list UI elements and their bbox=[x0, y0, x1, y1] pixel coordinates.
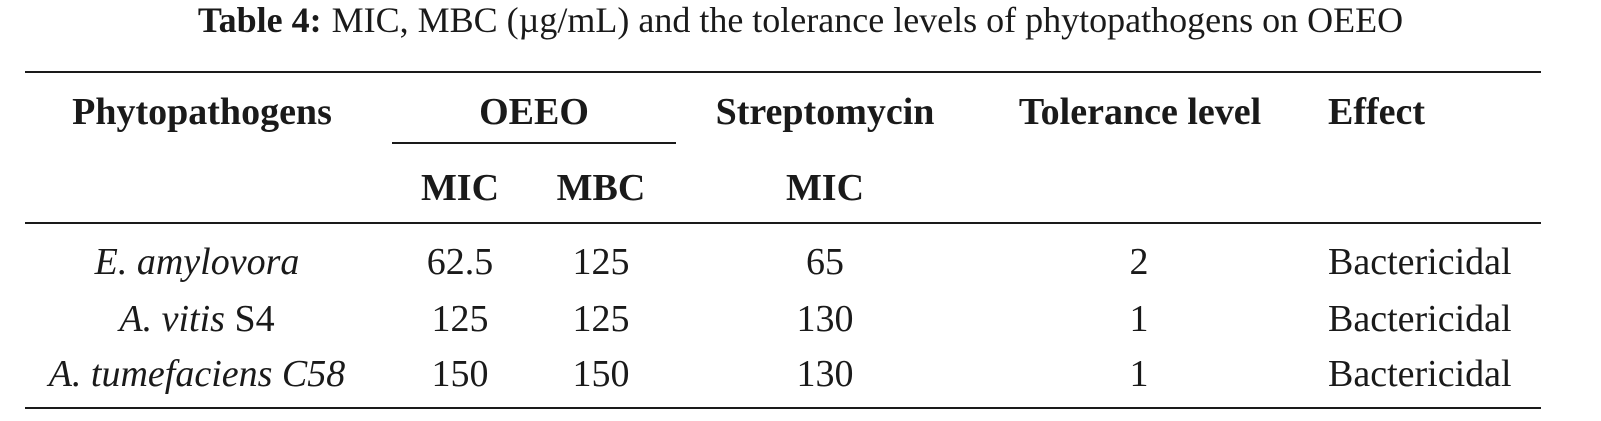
row-3-oeeo-mic: 150 bbox=[431, 353, 489, 395]
row-3-species: A. tumefaciens C58 bbox=[48, 353, 346, 395]
header-oeeo-mbc: MBC bbox=[556, 167, 646, 209]
row-3-phytopathogen: A. tumefaciens C58 bbox=[49, 352, 346, 396]
header-phytopathogens: Phytopathogens bbox=[72, 91, 332, 133]
row-2-oeeo-mic: 125 bbox=[431, 298, 489, 340]
row-2-effect: Bactericidal bbox=[1328, 298, 1512, 340]
table-bottom-rule bbox=[25, 407, 1541, 409]
row-2-tolerance-level: 1 bbox=[1129, 298, 1149, 340]
oeeo-group-rule bbox=[392, 142, 676, 144]
row-3-effect: Bactericidal bbox=[1328, 353, 1512, 395]
header-oeeo: OEEO bbox=[479, 91, 589, 133]
table-top-rule bbox=[25, 71, 1541, 73]
row-1-phytopathogen: E. amylovora bbox=[95, 240, 300, 284]
row-3-tolerance-level: 1 bbox=[1129, 353, 1149, 395]
row-1-effect: Bactericidal bbox=[1328, 241, 1512, 283]
row-2-phytopathogen: A. vitis S4 bbox=[119, 297, 274, 341]
table-caption: Table 4: MIC, MBC (µg/mL) and the toleran… bbox=[0, 0, 1601, 40]
row-2-streptomycin-mic: 130 bbox=[796, 298, 854, 340]
header-streptomycin: Streptomycin bbox=[715, 91, 935, 133]
header-tolerance-level: Tolerance level bbox=[1018, 91, 1262, 133]
header-effect: Effect bbox=[1328, 91, 1426, 133]
row-1-oeeo-mic: 62.5 bbox=[426, 241, 494, 283]
row-2-strain: S4 bbox=[224, 298, 275, 340]
table-caption-label: Table 4: bbox=[197, 0, 322, 40]
table-caption-text: MIC, MBC (µg/mL) and the tolerance level… bbox=[331, 0, 1404, 40]
row-3-streptomycin-mic: 130 bbox=[796, 353, 854, 395]
header-oeeo-mic: MIC bbox=[420, 167, 500, 209]
row-1-species: E. amylovora bbox=[94, 241, 300, 283]
row-1-oeeo-mbc: 125 bbox=[572, 241, 630, 283]
row-1-tolerance-level: 2 bbox=[1129, 241, 1149, 283]
header-streptomycin-mic: MIC bbox=[785, 167, 865, 209]
table-header-rule bbox=[25, 222, 1541, 224]
row-3-oeeo-mbc: 150 bbox=[572, 353, 630, 395]
row-1-streptomycin-mic: 65 bbox=[806, 241, 844, 283]
row-2-species: A. vitis bbox=[119, 298, 225, 340]
row-2-oeeo-mbc: 125 bbox=[572, 298, 630, 340]
